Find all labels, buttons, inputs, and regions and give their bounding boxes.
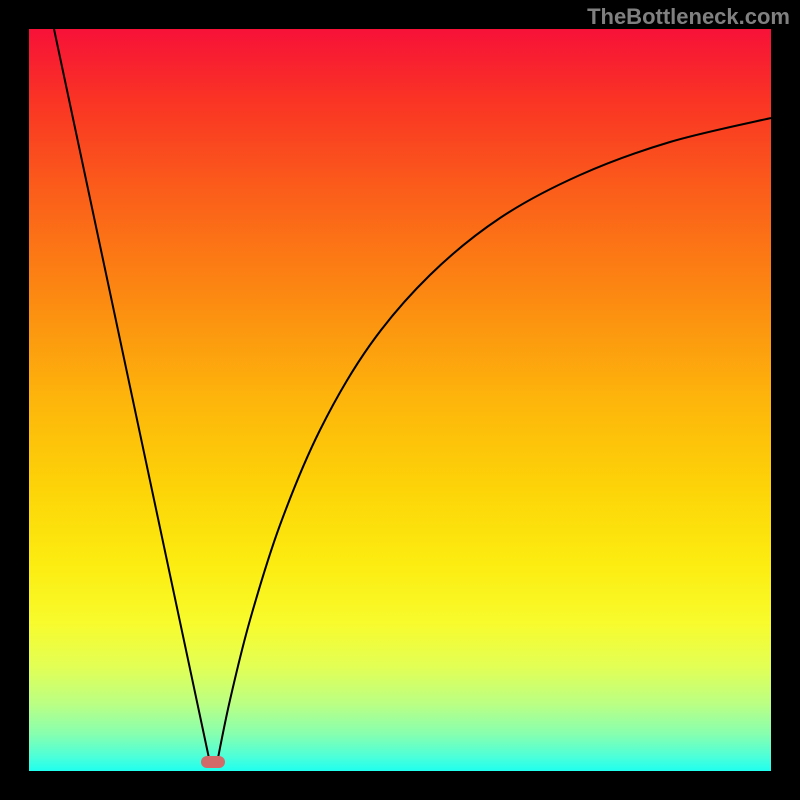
minimum-marker: [201, 756, 225, 768]
plot-area: [29, 29, 771, 771]
watermark-text: TheBottleneck.com: [587, 4, 790, 30]
bottleneck-chart: [0, 0, 800, 800]
chart-container: TheBottleneck.com: [0, 0, 800, 800]
